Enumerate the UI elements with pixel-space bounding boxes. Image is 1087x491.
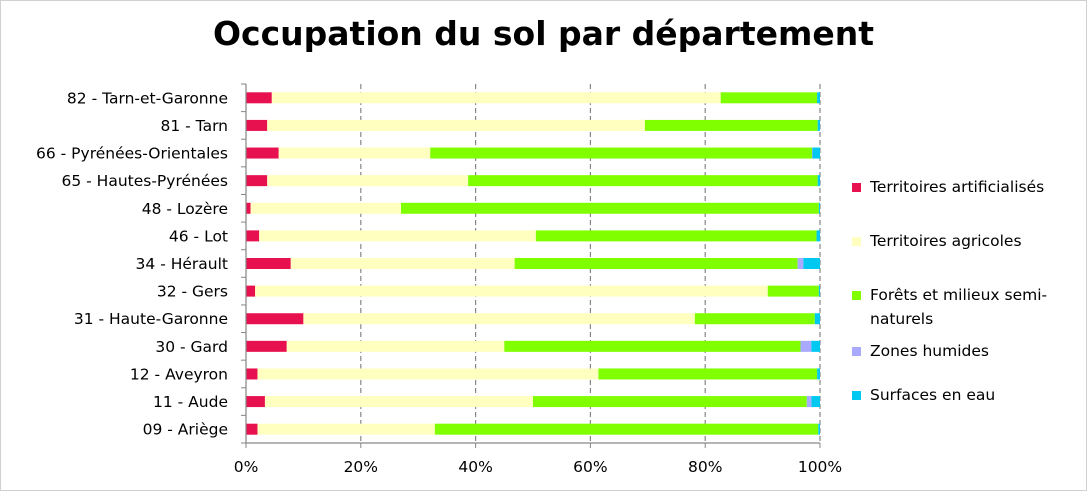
bar-segment [286,340,505,352]
bar-segment [812,147,820,159]
bar-segment [817,175,820,187]
bar-segment [246,423,258,435]
bar-segment [811,340,820,352]
category-label: 12 - Aveyron [130,365,228,383]
legend-label: Surfaces en eau [870,386,996,404]
bar-segment [817,119,820,131]
x-tick-label: 40% [458,458,492,476]
x-tick-label: 60% [573,458,607,476]
bar-segment [817,368,820,380]
bar-segment [504,340,801,352]
legend-label: Zones humides [870,342,989,360]
bar-segment [246,119,268,131]
bar-segment [271,92,721,104]
bar-segment [644,119,818,131]
category-label: 31 - Haute-Garonne [74,310,228,328]
legend-label: Territoires artificialisés [870,178,1045,196]
bar-segment [246,340,287,352]
bars [246,92,820,435]
x-tick-label: 100% [798,458,842,476]
legend-swatch [852,183,861,192]
bar-segment [430,147,812,159]
bar-segment [818,202,820,214]
category-label: 46 - Lot [169,227,228,245]
bar-segment [267,119,645,131]
bar-segment [434,423,819,435]
bar-segment [250,202,401,214]
bar-segment [468,175,818,187]
category-label: 09 - Ariège [143,421,228,439]
legend-label: Forêts et milieux semi-naturels [870,286,1048,328]
bar-segment [816,230,820,242]
bar-segment [257,368,599,380]
bar-segment [803,258,820,269]
bar-segment [797,258,804,269]
legend-label: Territoires agricoles [870,232,1022,250]
category-label: 66 - Pyrénées-Orientales [36,145,228,163]
bar-segment [259,230,536,242]
bar-segment [514,258,798,269]
bar-segment [246,230,260,242]
bar-segment [814,313,820,325]
bar-segment [246,285,256,297]
category-label: 82 - Tarn-et-Garonne [67,89,228,107]
category-label: 30 - Gard [155,338,228,356]
bar-segment [246,368,258,380]
bar-segment [290,258,515,269]
bar-segment [278,147,431,159]
bar-segment [806,396,812,408]
bar-segment [400,202,819,214]
category-label: 81 - Tarn [161,117,229,135]
category-label: 11 - Aude [153,393,228,411]
axes [241,83,821,448]
bar-segment [811,396,820,408]
x-tick-label: 20% [344,458,378,476]
bar-segment [817,92,820,104]
legend-swatch [852,237,861,246]
bar-segment [246,396,265,408]
bar-segment [257,423,435,435]
bar-segment [246,258,291,269]
legend-swatch [852,291,861,300]
bar-segment [535,230,817,242]
bar-segment [246,313,304,325]
bar-segment [246,92,272,104]
bar-segment [818,423,820,435]
bar-segment [246,202,251,214]
category-label: 65 - Hautes-Pyrénées [62,172,229,190]
bar-segment [246,147,279,159]
category-labels: 82 - Tarn-et-Garonne 81 - Tarn 66 - Pyréné… [36,89,228,438]
bar-segment [694,313,815,325]
category-label: 34 - Hérault [136,255,228,273]
bar-segment [255,285,768,297]
bar-segment [720,92,818,104]
x-tick-label: 80% [688,458,722,476]
tick-labels: 0% 20% 40% 60% 80% 100% [234,458,842,476]
bar-segment [767,285,819,297]
bar-segment [246,175,268,187]
bar-segment [800,340,812,352]
bar-segment [303,313,695,325]
bar-segment [533,396,807,408]
category-label: 32 - Gers [157,283,228,301]
legend-swatch [852,391,861,400]
bar-segment [598,368,818,380]
chart-title: Occupation du sol par département [212,14,875,53]
bar-segment [818,285,820,297]
legend-swatch [852,347,861,356]
x-tick-label: 0% [234,458,259,476]
bar-segment [267,175,469,187]
category-label: 48 - Lozère [142,200,228,218]
bar-segment [811,147,813,159]
bar-segment [264,396,533,408]
